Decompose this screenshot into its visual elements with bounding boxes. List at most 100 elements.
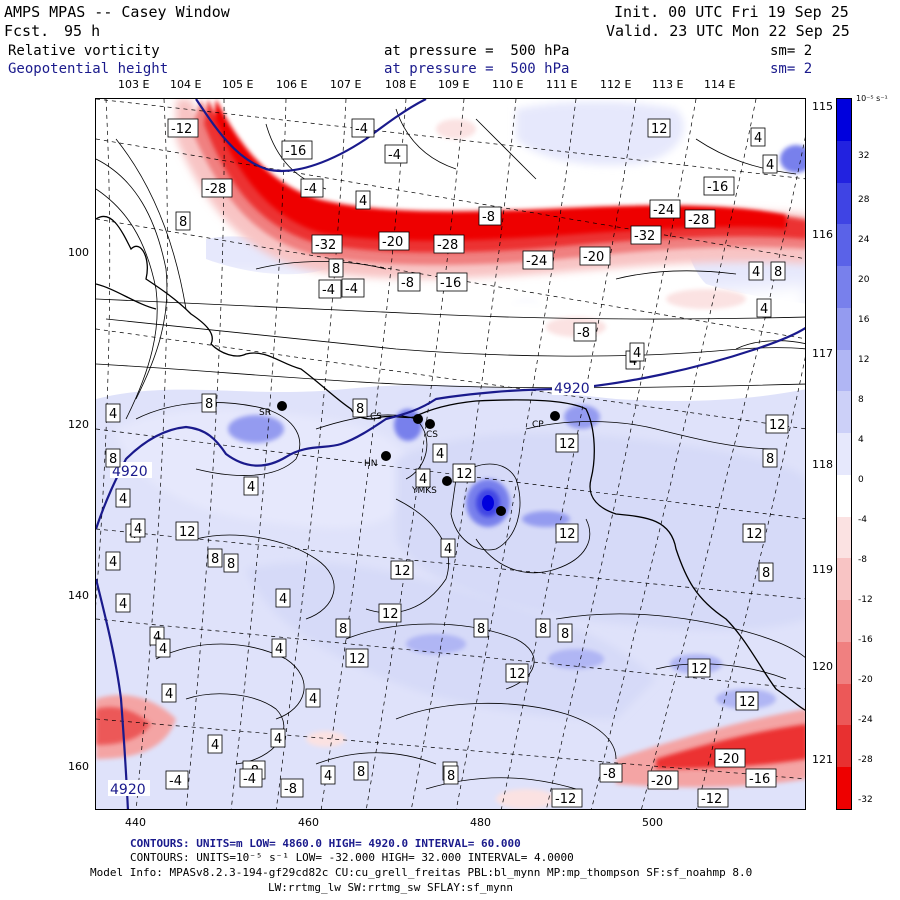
vorticity-label-box [629, 342, 645, 362]
vorticity-label: 4 [752, 265, 760, 280]
vorticity-label: 12 [179, 525, 196, 540]
map-title: AMPS MPAS -- Casey Window [4, 3, 230, 21]
vorticity-label-box [714, 748, 746, 768]
vorticity-label: 8 [762, 566, 770, 581]
vorticity-label: 8 [539, 622, 547, 637]
vorticity-label: 12 [394, 564, 411, 579]
station-labels: SR CS CS HN YMKS CP [259, 408, 544, 496]
colorbar-segment [837, 307, 851, 351]
vorticity-label-box [345, 648, 369, 668]
vorticity-label: 8 [356, 402, 364, 417]
vorticity-label-box [415, 468, 431, 488]
vorticity-positive-shading [96, 101, 805, 809]
vorticity-label-box [573, 322, 597, 342]
x-axis-tick: 440 [125, 816, 146, 829]
vorticity-label: 8 [477, 622, 485, 637]
vorticity-label: 4 [629, 354, 637, 369]
colorbar-tick: -8 [858, 554, 867, 565]
vorticity-label-box [555, 523, 579, 543]
field2-name: Geopotential height [8, 61, 169, 77]
vorticity-label-box [397, 272, 421, 292]
x-axis-tick: 500 [642, 816, 663, 829]
colorbar-tick: -28 [858, 754, 873, 765]
vorticity-label: -12 [701, 792, 722, 807]
vorticity-label: -28 [205, 182, 226, 197]
vorticity-label: 4 [165, 687, 173, 702]
vorticity-label: 4 [247, 480, 255, 495]
colorbar-tick: 4 [858, 434, 864, 445]
longitude-label: 108 E [385, 78, 417, 91]
vorticity-label-box [165, 770, 189, 790]
vorticity-label: -12 [171, 122, 192, 137]
vorticity-label-box [522, 250, 554, 270]
vorticity-label: -4 [169, 774, 182, 789]
vorticity-label: 4 [309, 692, 317, 707]
colorbar-tick: -4 [858, 514, 867, 525]
longitude-label: 111 E [546, 78, 578, 91]
vorticity-label: -28 [688, 213, 709, 228]
vorticity-label-box [270, 728, 286, 748]
vorticity-label: 12 [456, 467, 473, 482]
colorbar-segment [837, 224, 851, 267]
colorbar-segment [837, 600, 851, 643]
longitude-label: 104 E [170, 78, 202, 91]
vorticity-label: 12 [559, 527, 576, 542]
colorbar-segment [837, 266, 851, 309]
longitude-label: 109 E [438, 78, 470, 91]
y-axis-tick: 120 [68, 418, 89, 431]
vorticity-label: 4 [324, 769, 332, 784]
footer-vorticity-contours: CONTOURS: UNITS=10⁻⁵ s⁻¹ LOW= -32.000 HI… [130, 851, 574, 864]
colorbar-tick: 32 [858, 150, 870, 161]
vorticity-label: -12 [555, 792, 576, 807]
field1-name: Relative vorticity [8, 43, 160, 59]
footer-physics-info: LW:rrtmg_lw SW:rrtmg_sw SFLAY:sf_mynn [268, 881, 514, 894]
vorticity-label: -8 [603, 767, 616, 782]
vorticity-label-box [161, 683, 177, 703]
vorticity-label-box [351, 118, 375, 138]
field2-smoothing: sm= 2 [770, 61, 813, 77]
vorticity-label-box [687, 658, 711, 678]
vorticity-label: -4 [345, 282, 358, 297]
vorticity-label: 4 [766, 158, 774, 173]
vorticity-label-box [432, 443, 448, 463]
vorticity-label-box [443, 765, 459, 785]
station-cp-dot [550, 411, 560, 421]
vorticity-label-box [353, 761, 369, 781]
latitude-label: 119 E [812, 563, 844, 576]
vorticity-label: 8 [332, 262, 340, 277]
vorticity-label-box [742, 523, 766, 543]
y-axis-tick: 140 [68, 589, 89, 602]
vorticity-label: 8 [561, 627, 569, 642]
vorticity-label-box [579, 246, 611, 266]
forecast-value: 95 h [64, 22, 101, 40]
height-label: 4920 [112, 464, 148, 480]
colorbar-segment [837, 767, 851, 810]
colorbar-segment [837, 516, 851, 559]
vorticity-label: 4 [119, 597, 127, 612]
vorticity-label: -8 [482, 210, 495, 225]
vorticity-label-box [697, 788, 729, 808]
vorticity-label-box [280, 778, 304, 798]
vorticity-label: -16 [707, 180, 728, 195]
vorticity-label: 8 [179, 215, 187, 230]
vorticity-label-box [341, 278, 365, 298]
colorbar-tick: 16 [858, 314, 870, 325]
field2-pressure: at pressure = 500 hPa [384, 61, 570, 77]
vorticity-label-box [175, 211, 191, 231]
vorticity-label: 4 [359, 194, 367, 209]
height-contours [96, 99, 805, 809]
vorticity-label: -32 [634, 229, 655, 244]
vorticity-label: 4 [109, 555, 117, 570]
field1-pressure: at pressure = 500 hPa [384, 43, 570, 59]
vorticity-label: -8 [401, 276, 414, 291]
vorticity-label: 8 [447, 769, 455, 784]
vorticity-label: 4 [153, 630, 161, 645]
vorticity-label-box [378, 231, 410, 251]
vorticity-label-box [649, 199, 681, 219]
colorbar-tick: -24 [858, 714, 873, 725]
vorticity-label: 4 [134, 522, 142, 537]
vorticity-label: 12 [509, 667, 526, 682]
vorticity-label-box [167, 118, 199, 138]
x-axis-tick: 460 [298, 816, 319, 829]
colorbar-tick: 0 [858, 474, 864, 485]
